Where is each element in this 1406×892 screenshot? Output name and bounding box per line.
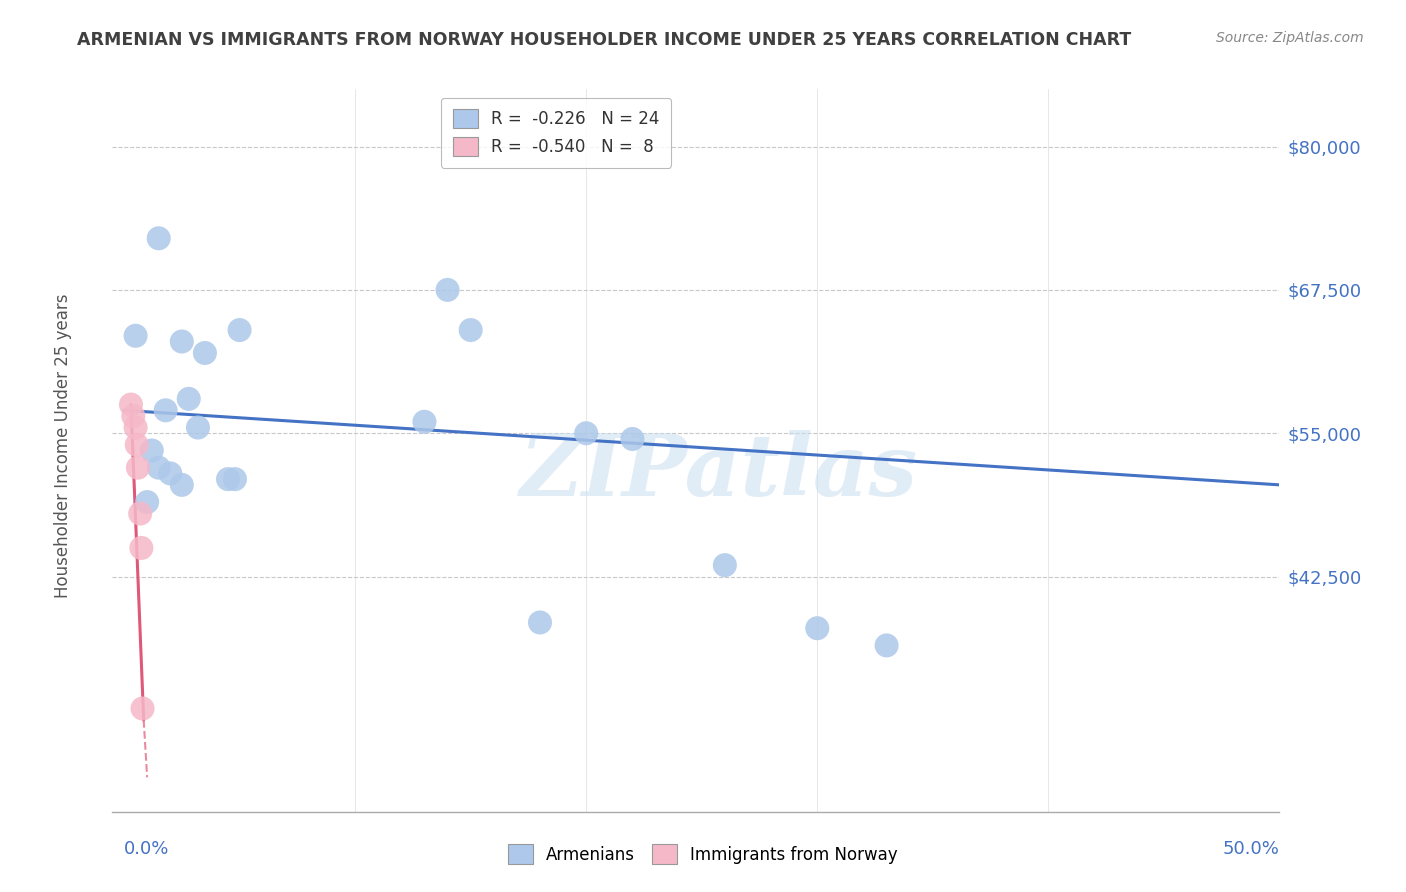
Point bbox=[413, 415, 436, 429]
Text: Householder Income Under 25 years: Householder Income Under 25 years bbox=[55, 293, 72, 599]
Point bbox=[460, 323, 482, 337]
Point bbox=[155, 403, 177, 417]
Point bbox=[170, 334, 193, 349]
Point bbox=[127, 460, 149, 475]
Point bbox=[876, 639, 898, 653]
Legend: Armenians, Immigrants from Norway: Armenians, Immigrants from Norway bbox=[502, 838, 904, 871]
Point bbox=[148, 460, 170, 475]
Point bbox=[621, 432, 644, 446]
Point bbox=[187, 420, 209, 434]
Point bbox=[129, 507, 152, 521]
Point bbox=[131, 701, 153, 715]
Text: ZIPatlas: ZIPatlas bbox=[520, 430, 918, 514]
Point bbox=[120, 398, 142, 412]
Point bbox=[131, 541, 153, 555]
Text: Source: ZipAtlas.com: Source: ZipAtlas.com bbox=[1216, 31, 1364, 45]
Point bbox=[217, 472, 239, 486]
Point bbox=[124, 420, 146, 434]
Point bbox=[194, 346, 217, 360]
Point bbox=[170, 478, 193, 492]
Point bbox=[125, 438, 148, 452]
Point bbox=[575, 426, 598, 441]
Point bbox=[159, 467, 181, 481]
Point bbox=[436, 283, 458, 297]
Point bbox=[141, 443, 163, 458]
Point bbox=[529, 615, 551, 630]
Point bbox=[124, 328, 146, 343]
Point bbox=[136, 495, 159, 509]
Point bbox=[224, 472, 246, 486]
Point bbox=[806, 621, 828, 635]
Point bbox=[228, 323, 250, 337]
Point bbox=[714, 558, 737, 573]
Text: 0.0%: 0.0% bbox=[124, 840, 169, 858]
Text: ARMENIAN VS IMMIGRANTS FROM NORWAY HOUSEHOLDER INCOME UNDER 25 YEARS CORRELATION: ARMENIAN VS IMMIGRANTS FROM NORWAY HOUSE… bbox=[77, 31, 1132, 49]
Point bbox=[122, 409, 145, 423]
Legend: R =  -0.226   N = 24, R =  -0.540   N =  8: R = -0.226 N = 24, R = -0.540 N = 8 bbox=[441, 97, 671, 168]
Point bbox=[148, 231, 170, 245]
Text: 50.0%: 50.0% bbox=[1223, 840, 1279, 858]
Point bbox=[177, 392, 200, 406]
